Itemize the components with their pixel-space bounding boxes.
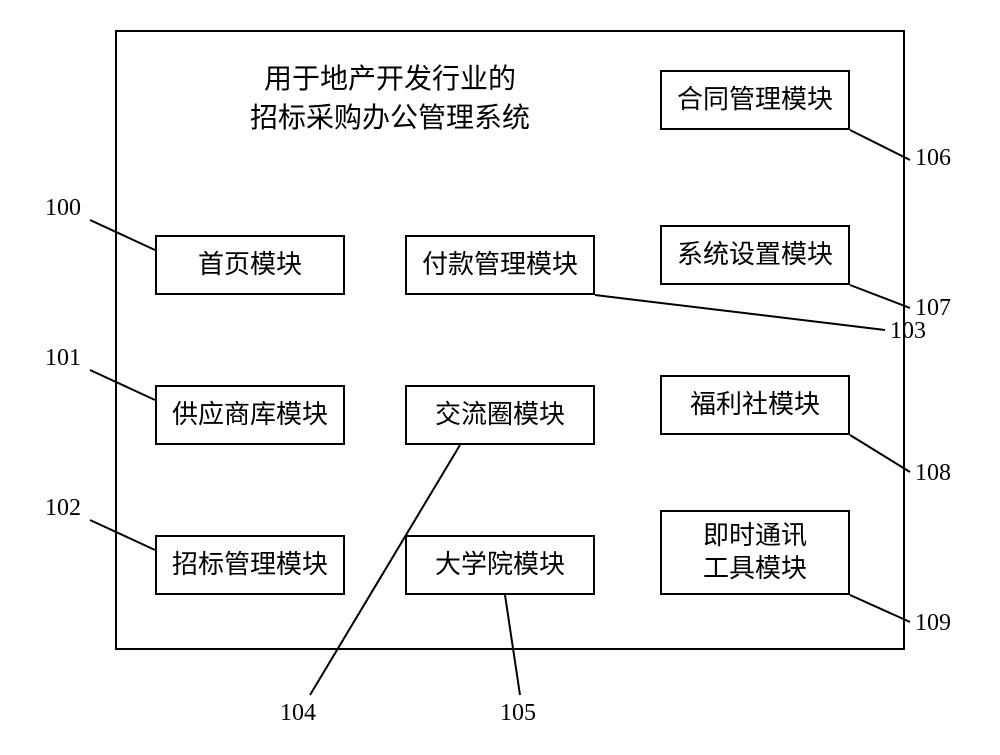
ref-105: 105 <box>500 700 536 727</box>
ref-101: 101 <box>45 345 81 372</box>
ref-100: 100 <box>45 195 81 222</box>
diagram-canvas: 用于地产开发行业的 招标采购办公管理系统 首页模块 供应商库模块 招标管理模块 … <box>0 0 1000 755</box>
lead-lines <box>0 0 1000 755</box>
ref-102: 102 <box>45 495 81 522</box>
ref-109: 109 <box>915 610 951 637</box>
ref-106: 106 <box>915 145 951 172</box>
ref-104: 104 <box>280 700 316 727</box>
ref-108: 108 <box>915 460 951 487</box>
ref-103: 103 <box>890 318 926 345</box>
ref-107: 107 <box>915 295 951 322</box>
